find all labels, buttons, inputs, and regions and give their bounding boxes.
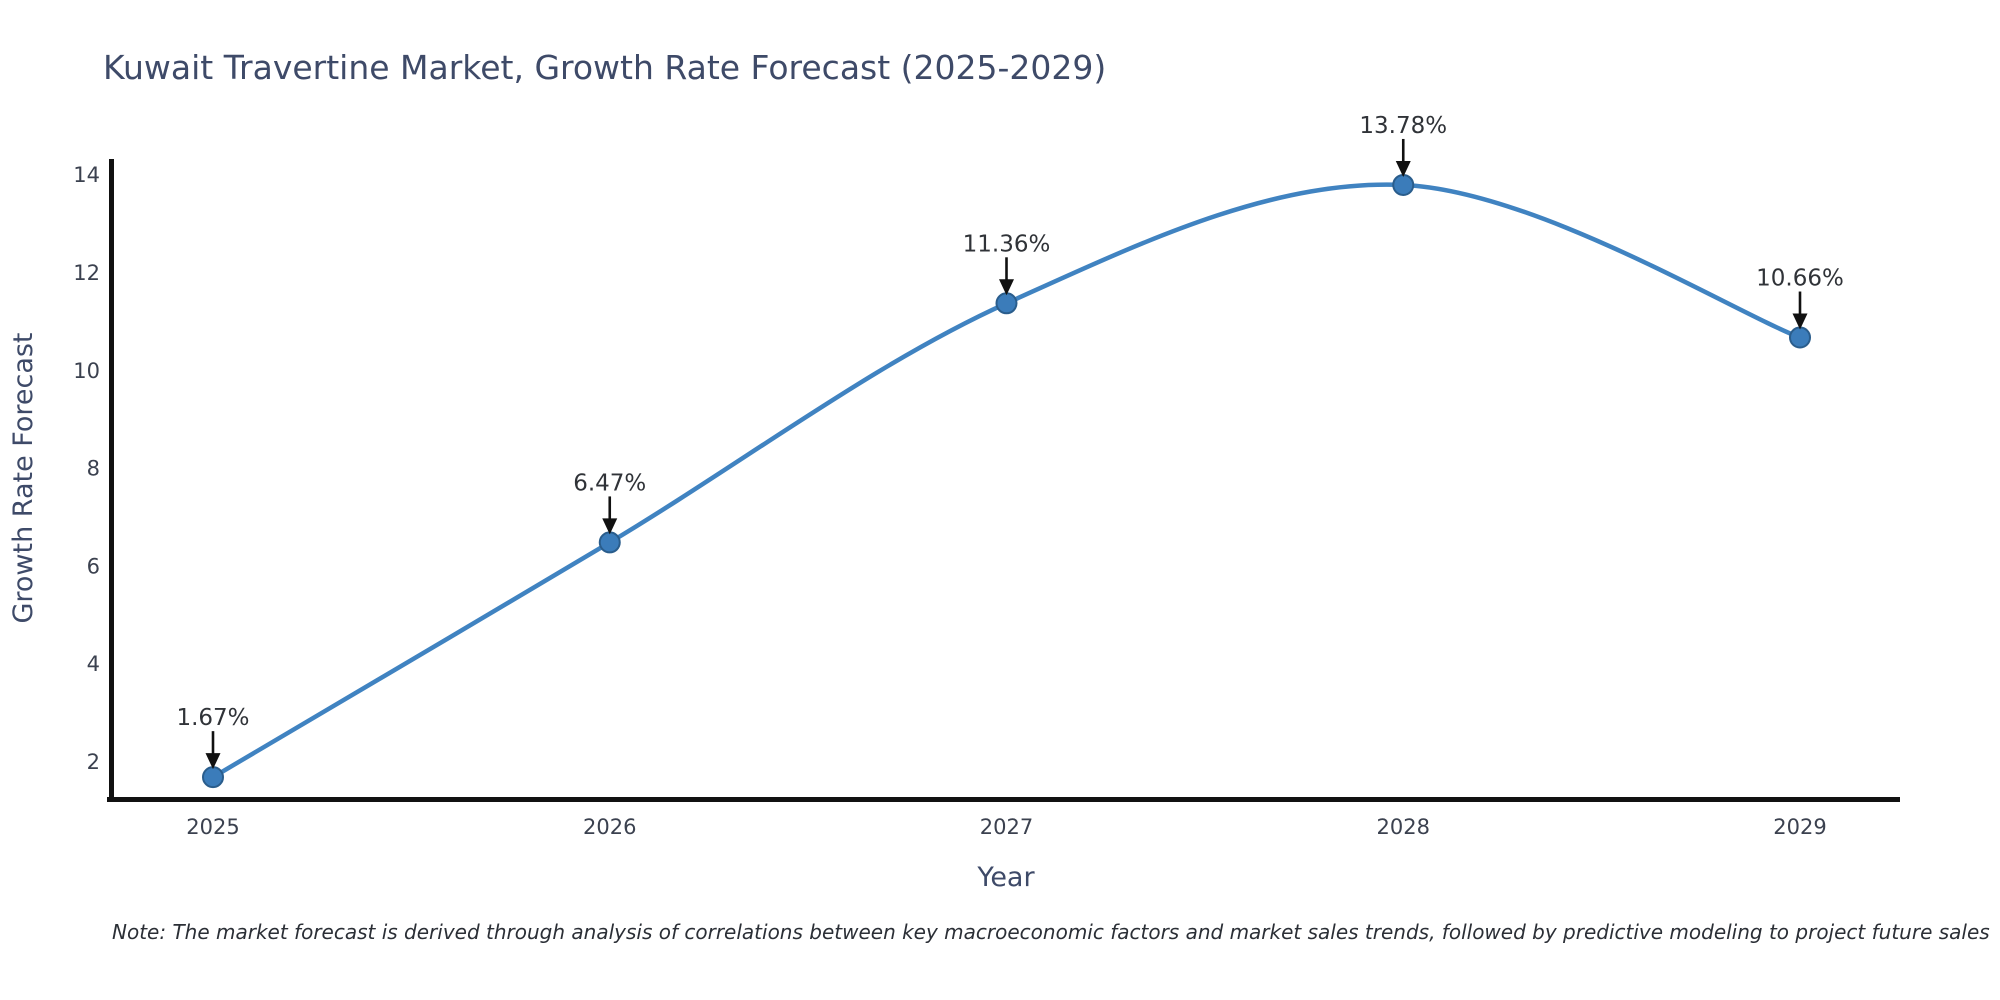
x-tick-label: 2028 xyxy=(1377,815,1430,839)
y-tick-label: 2 xyxy=(87,750,100,774)
x-axis-spine xyxy=(107,797,1900,802)
data-point-marker xyxy=(1392,173,1415,196)
data-point-label: 6.47% xyxy=(573,470,646,496)
data-point-label: 13.78% xyxy=(1359,113,1447,139)
data-point-label: 10.66% xyxy=(1756,266,1844,292)
annotation-arrow-head xyxy=(999,279,1014,296)
x-axis-title: Year xyxy=(976,862,1035,893)
data-point-marker xyxy=(598,531,621,554)
y-tick-label: 6 xyxy=(87,554,100,578)
y-axis-spine xyxy=(109,159,114,802)
x-tick-label: 2025 xyxy=(186,815,239,839)
x-tick-label: 2027 xyxy=(980,815,1033,839)
data-point-label: 11.36% xyxy=(963,231,1051,257)
annotation-arrow-head xyxy=(602,518,618,535)
y-tick-label: 4 xyxy=(87,652,100,676)
plot-area: 2 4 6 8 10 12 14 2025 2026 2027 2028 2029 1.67% 6.47%… xyxy=(73,113,1900,839)
annotation-arrow-head xyxy=(205,753,221,770)
data-point-marker xyxy=(1789,326,1811,349)
y-tick-label: 8 xyxy=(87,457,100,481)
y-tick-label: 10 xyxy=(73,359,100,383)
x-tick-label: 2026 xyxy=(583,815,636,839)
annotation-arrow-head xyxy=(1395,160,1411,177)
data-point-marker xyxy=(202,766,224,789)
x-tick-label: 2029 xyxy=(1773,815,1826,839)
chart-footnote: Note: The market forecast is derived thr… xyxy=(112,920,1990,944)
y-tick-label: 14 xyxy=(73,163,100,187)
chart-title: Kuwait Travertine Market, Growth Rate Fo… xyxy=(103,48,1107,87)
data-point-marker xyxy=(995,292,1018,315)
y-tick-label: 12 xyxy=(73,261,100,285)
y-axis-title: Growth Rate Forecast xyxy=(8,332,39,623)
annotation-arrow-head xyxy=(1792,313,1808,330)
data-point-label: 1.67% xyxy=(176,705,249,731)
